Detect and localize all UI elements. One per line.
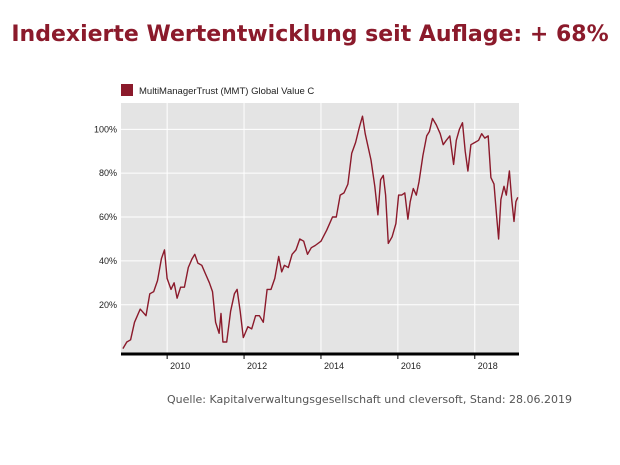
x-tick-label-2: 2014	[324, 361, 344, 371]
legend-swatch[interactable]	[121, 84, 133, 96]
plot-area	[121, 103, 519, 353]
y-tick-label-1: 40%	[99, 256, 117, 266]
x-axis: 2010 2012 2014 2016 2018	[166, 355, 498, 371]
legend-label[interactable]: MultiManagerTrust (MMT) Global Value C	[139, 86, 314, 97]
chart-headline: Indexierte Wertentwicklung seit Auflage:…	[11, 22, 609, 47]
y-tick-label-3: 80%	[99, 168, 117, 178]
series-layer	[122, 115, 519, 349]
x-tick-label-0: 2010	[170, 361, 190, 371]
y-tick-label-0: 20%	[99, 300, 117, 310]
source-note: Quelle: Kapitalverwaltungsgesellschaft u…	[167, 393, 573, 406]
y-axis: 20% 40% 60% 80% 100%	[94, 124, 117, 309]
x-tick-label-3: 2016	[401, 361, 421, 371]
series-line-0[interactable]	[122, 115, 519, 349]
legend: MultiManagerTrust (MMT) Global Value C	[121, 84, 314, 97]
x-tick-label-4: 2018	[478, 361, 498, 371]
y-tick-label-2: 60%	[99, 212, 117, 222]
y-tick-label-4: 100%	[94, 124, 117, 134]
grid	[121, 103, 519, 353]
x-tick-label-1: 2012	[247, 361, 267, 371]
